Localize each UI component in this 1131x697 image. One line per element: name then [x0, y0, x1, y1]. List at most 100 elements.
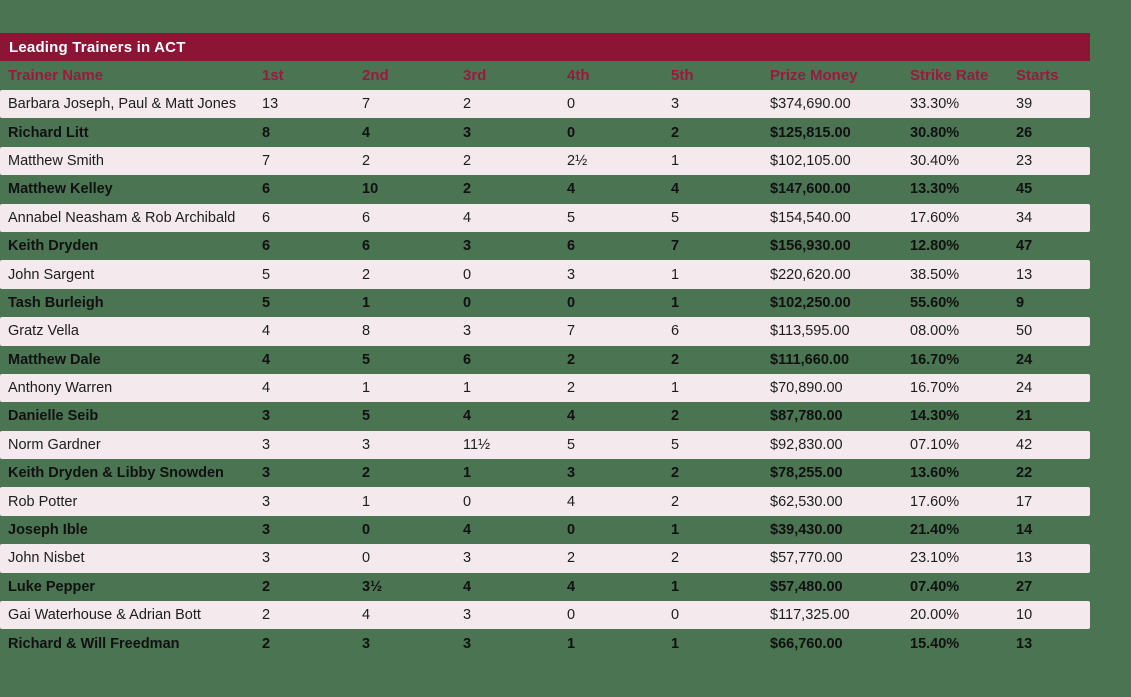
stat-cell-2nd: 10	[362, 181, 379, 198]
stat-cell-5th: 1	[671, 578, 680, 595]
stat-cell-4th: 2½	[567, 152, 588, 169]
stat-cell-5th: 5	[671, 436, 680, 453]
stat-cell-2nd: 5	[362, 408, 371, 425]
stat-cell-1st: 4	[262, 380, 271, 397]
stat-cell-prize-money: $374,690.00	[770, 96, 851, 113]
stat-cell-prize-money: $70,890.00	[770, 380, 843, 397]
column-header-prize-money: Prize Money	[770, 67, 858, 84]
stat-cell-5th: 2	[671, 493, 680, 510]
stat-cell-4th: 2	[567, 550, 576, 567]
stat-cell-starts: 34	[1016, 209, 1033, 226]
table-row: Barbara Joseph, Paul & Matt Jones 13 7 2 0 3 $…	[0, 90, 1090, 119]
stat-cell-1st: 4	[262, 351, 271, 368]
stat-cell-3rd: 0	[463, 294, 472, 311]
stat-cell-strike-rate: 07.10%	[910, 436, 960, 453]
table-row: Rob Potter 3 1 0 4 2 $62,530.00 17.60% 17	[0, 487, 1090, 516]
stat-cell-prize-money: $57,770.00	[770, 550, 843, 567]
stat-cell-2nd: 8	[362, 323, 371, 340]
trainer-name-cell: Richard Litt	[8, 124, 89, 141]
trainer-name-cell: Anthony Warren	[8, 380, 113, 397]
trainer-name-cell: John Sargent	[8, 266, 95, 283]
stat-cell-starts: 13	[1016, 550, 1033, 567]
stat-cell-3rd: 3	[463, 635, 472, 652]
stat-cell-1st: 2	[262, 635, 271, 652]
table-body: Barbara Joseph, Paul & Matt Jones 13 7 2 0 3 $…	[0, 90, 1090, 658]
table-title: Leading Trainers in ACT	[9, 38, 186, 56]
stat-cell-5th: 1	[671, 266, 680, 283]
stat-cell-4th: 4	[567, 578, 576, 595]
stat-cell-3rd: 3	[463, 550, 472, 567]
stat-cell-prize-money: $39,430.00	[770, 522, 843, 539]
stat-cell-strike-rate: 13.30%	[910, 181, 960, 198]
leading-trainers-table: Leading Trainers in ACT Trainer Name 1st 2…	[0, 33, 1090, 658]
stat-cell-4th: 6	[567, 238, 576, 255]
stat-cell-starts: 9	[1016, 294, 1025, 311]
table-row: Richard Litt 8 4 3 0 2 $125,815.00 30.80% 26	[0, 118, 1090, 146]
stat-cell-4th: 1	[567, 635, 576, 652]
stat-cell-3rd: 3	[463, 238, 472, 255]
trainer-name-cell: Matthew Dale	[8, 351, 101, 368]
stat-cell-2nd: 3½	[362, 578, 383, 595]
stat-cell-3rd: 11½	[463, 436, 491, 453]
stat-cell-starts: 24	[1016, 351, 1033, 368]
trainer-name-cell: Luke Pepper	[8, 578, 96, 595]
stat-cell-prize-money: $102,105.00	[770, 152, 851, 169]
stat-cell-3rd: 4	[463, 522, 472, 539]
stat-cell-starts: 10	[1016, 607, 1033, 624]
stat-cell-4th: 0	[567, 522, 576, 539]
column-header-strike-rate: Strike Rate	[910, 67, 989, 84]
stat-cell-strike-rate: 15.40%	[910, 635, 960, 652]
stat-cell-4th: 0	[567, 294, 576, 311]
stat-cell-5th: 7	[671, 238, 680, 255]
trainer-name-cell: Gratz Vella	[8, 323, 79, 340]
stat-cell-prize-money: $117,325.00	[770, 607, 850, 624]
table-row: Richard & Will Freedman 2 3 3 1 1 $66,760.00 15…	[0, 629, 1090, 657]
stat-cell-starts: 22	[1016, 465, 1033, 482]
stat-cell-5th: 1	[671, 635, 680, 652]
stat-cell-prize-money: $147,600.00	[770, 181, 851, 198]
trainer-name-cell: Rob Potter	[8, 493, 78, 510]
stat-cell-1st: 13	[262, 96, 279, 113]
stat-cell-4th: 0	[567, 607, 576, 624]
stat-cell-strike-rate: 38.50%	[910, 266, 960, 283]
stat-cell-strike-rate: 55.60%	[910, 294, 960, 311]
stat-cell-4th: 7	[567, 323, 576, 340]
stat-cell-5th: 1	[671, 522, 680, 539]
stat-cell-2nd: 2	[362, 266, 371, 283]
stat-cell-prize-money: $78,255.00	[770, 465, 843, 482]
trainer-name-cell: Norm Gardner	[8, 436, 101, 453]
stat-cell-1st: 3	[262, 408, 271, 425]
table-row: Joseph Ible 3 0 4 0 1 $39,430.00 21.40% 14	[0, 516, 1090, 544]
trainer-name-cell: Annabel Neasham & Rob Archibald	[8, 209, 236, 226]
stat-cell-starts: 39	[1016, 96, 1033, 113]
stat-cell-prize-money: $87,780.00	[770, 408, 843, 425]
column-header-1st: 1st	[262, 67, 284, 84]
stat-cell-starts: 50	[1016, 323, 1033, 340]
stat-cell-starts: 24	[1016, 380, 1033, 397]
stat-cell-2nd: 6	[362, 238, 371, 255]
stat-cell-1st: 3	[262, 436, 271, 453]
table-row: John Sargent 5 2 0 3 1 $220,620.00 38.50% 13	[0, 260, 1090, 289]
stat-cell-starts: 14	[1016, 522, 1033, 539]
stat-cell-1st: 2	[262, 578, 271, 595]
table-row: Annabel Neasham & Rob Archibald 6 6 4 5 5 $154…	[0, 203, 1090, 232]
stat-cell-1st: 3	[262, 465, 271, 482]
stat-cell-5th: 2	[671, 124, 680, 141]
stat-cell-2nd: 0	[362, 550, 371, 567]
stat-cell-4th: 0	[567, 124, 576, 141]
table-row: Gai Waterhouse & Adrian Bott 2 4 3 0 0 $117,32…	[0, 601, 1090, 630]
trainer-name-cell: Keith Dryden & Libby Snowden	[8, 465, 224, 482]
stat-cell-prize-money: $92,830.00	[770, 436, 843, 453]
stat-cell-1st: 7	[262, 152, 271, 169]
table-row: Matthew Smith 7 2 2 2½ 1 $102,105.00 30.40% 23	[0, 146, 1090, 176]
stat-cell-1st: 3	[262, 493, 271, 510]
table-row: Matthew Kelley 6 10 2 4 4 $147,600.00 13.30% 45	[0, 175, 1090, 203]
stat-cell-strike-rate: 17.60%	[910, 493, 960, 510]
stat-cell-prize-money: $125,815.00	[770, 124, 851, 141]
stat-cell-2nd: 4	[362, 124, 371, 141]
stat-cell-3rd: 4	[463, 209, 472, 226]
table-row: Danielle Seib 3 5 4 4 2 $87,780.00 14.30% 21	[0, 402, 1090, 430]
stat-cell-4th: 3	[567, 465, 576, 482]
stat-cell-3rd: 2	[463, 96, 472, 113]
stat-cell-3rd: 2	[463, 181, 472, 198]
